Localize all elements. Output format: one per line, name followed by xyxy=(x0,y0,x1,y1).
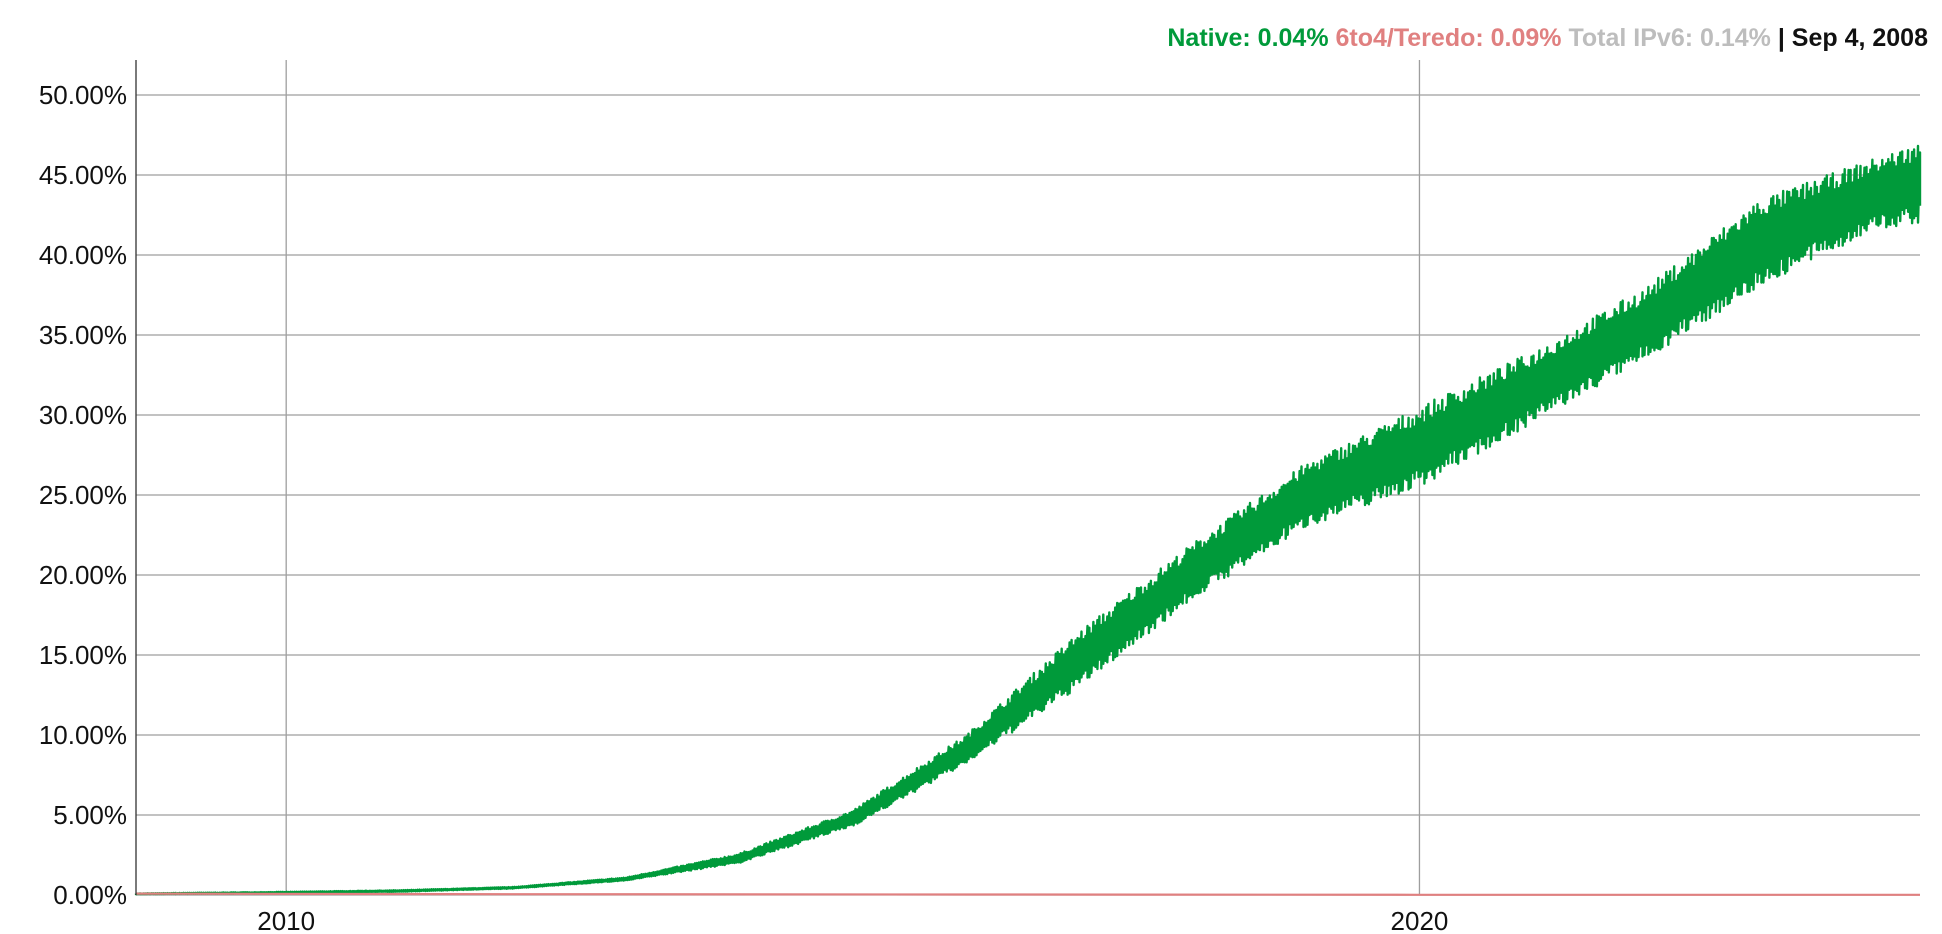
y-tick-label: 45.00% xyxy=(39,160,127,190)
native-series-line xyxy=(134,144,1922,896)
y-tick-label: 5.00% xyxy=(53,800,127,830)
teredo-readout: 6to4/Teredo: 0.09% xyxy=(1335,24,1562,52)
x-tick-label: 2010 xyxy=(257,906,315,934)
native-readout: Native: 0.04% xyxy=(1167,24,1329,52)
y-tick-label: 0.00% xyxy=(53,880,127,910)
y-tick-label: 25.00% xyxy=(39,480,127,510)
y-tick-label: 20.00% xyxy=(39,560,127,590)
axis-layer: 0.00% 5.00% 10.00% 15.00% 20.00% 25.00% 30.00%… xyxy=(39,60,1449,934)
total-readout: Total IPv6: 0.14% xyxy=(1568,24,1771,52)
y-tick-label: 10.00% xyxy=(39,720,127,750)
teredo-series-line xyxy=(135,892,1920,896)
y-tick-label: 30.00% xyxy=(39,400,127,430)
grid-layer xyxy=(136,60,1920,896)
date-readout: Sep 4, 2008 xyxy=(1791,24,1928,52)
y-tick-label: 15.00% xyxy=(39,640,127,670)
y-tick-label: 40.00% xyxy=(39,240,127,270)
series-layer xyxy=(134,144,1922,896)
y-tick-label: 50.00% xyxy=(39,80,127,110)
x-tick-label: 2020 xyxy=(1391,906,1449,934)
readout-separator: | xyxy=(1770,24,1792,52)
hover-readout: Native: 0.04% 6to4/Teredo: 0.09% Total I… xyxy=(1167,24,1928,53)
y-tick-label: 35.00% xyxy=(39,320,127,350)
